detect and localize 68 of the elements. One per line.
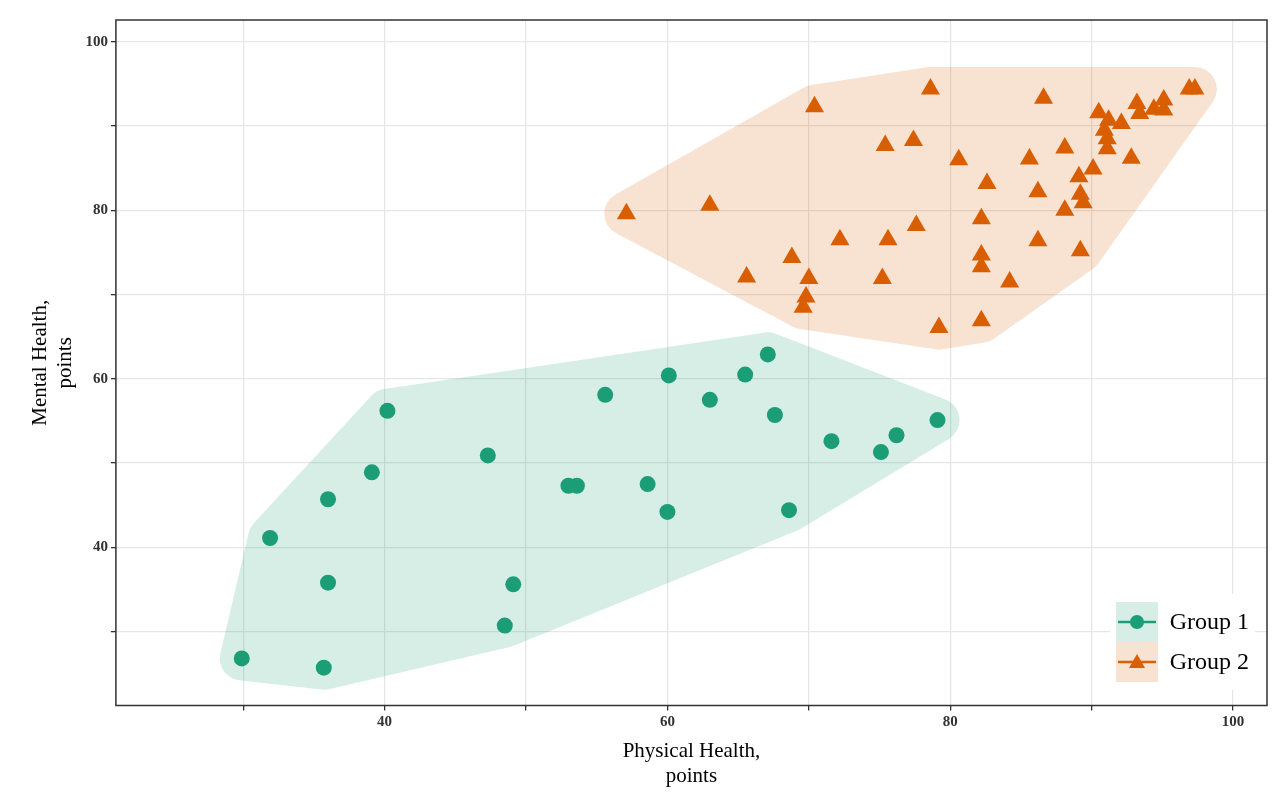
point <box>903 129 923 146</box>
y-tick-label: 60 <box>92 369 108 386</box>
y-tick-label: 40 <box>92 538 108 555</box>
point <box>804 95 825 113</box>
point <box>782 246 802 264</box>
point <box>759 346 776 363</box>
point <box>875 134 895 151</box>
point <box>700 194 720 211</box>
point <box>233 650 250 667</box>
point <box>1083 158 1103 175</box>
x-tick-label: 60 <box>659 713 675 730</box>
point <box>906 214 926 232</box>
point <box>1089 101 1109 119</box>
point <box>320 491 337 508</box>
point <box>1019 147 1039 165</box>
point <box>823 433 840 450</box>
legend-label: Group 2 <box>1169 648 1249 676</box>
point <box>1121 147 1141 164</box>
point <box>977 172 997 189</box>
point <box>701 391 718 408</box>
point <box>315 659 332 676</box>
point <box>766 407 783 424</box>
point <box>597 386 614 403</box>
point <box>262 529 279 546</box>
point <box>1034 87 1054 104</box>
point <box>505 576 522 593</box>
y-tick-label: 80 <box>92 201 108 218</box>
y-tick-label: 100 <box>85 32 108 49</box>
point <box>888 427 905 444</box>
point <box>363 464 380 481</box>
point <box>878 228 898 246</box>
point <box>971 207 991 225</box>
point <box>660 367 677 384</box>
y-axis-title: Mental Health, points <box>27 299 77 426</box>
point <box>1111 112 1131 130</box>
point <box>872 444 889 461</box>
point <box>830 228 850 246</box>
point <box>659 503 676 520</box>
point <box>1099 109 1119 126</box>
point <box>379 402 396 419</box>
x-tick-label: 80 <box>942 713 958 730</box>
point <box>781 502 798 519</box>
point <box>971 309 991 327</box>
point <box>1185 78 1205 95</box>
point <box>1069 165 1089 183</box>
point <box>616 202 636 220</box>
point <box>929 316 949 333</box>
point <box>872 267 892 285</box>
point <box>1028 229 1048 247</box>
point <box>1000 270 1020 288</box>
point <box>920 78 940 95</box>
point <box>1070 239 1090 257</box>
point <box>639 476 656 493</box>
x-tick-label: 100 <box>1221 713 1245 730</box>
point <box>496 617 513 634</box>
point <box>320 574 337 591</box>
x-tick-label: 40 <box>377 713 393 730</box>
x-axis-title: Physical Health, points <box>622 737 761 787</box>
point <box>1055 199 1075 216</box>
point <box>737 265 757 283</box>
point <box>799 267 819 285</box>
point <box>949 148 969 166</box>
point <box>479 447 496 464</box>
point <box>1028 180 1048 198</box>
point <box>737 366 754 383</box>
point <box>929 412 946 429</box>
legend-label: Group 1 <box>1169 608 1249 636</box>
point <box>1055 137 1075 154</box>
